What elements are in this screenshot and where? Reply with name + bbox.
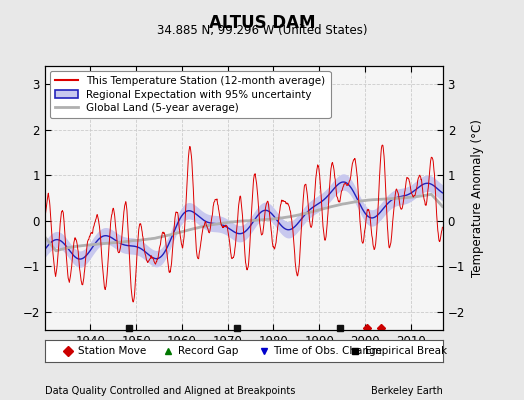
Text: ALTUS DAM: ALTUS DAM: [209, 14, 315, 32]
Text: Empirical Break: Empirical Break: [365, 346, 447, 356]
Text: Data Quality Controlled and Aligned at Breakpoints: Data Quality Controlled and Aligned at B…: [45, 386, 295, 396]
Text: Station Move: Station Move: [79, 346, 147, 356]
Text: Time of Obs. Change: Time of Obs. Change: [274, 346, 383, 356]
Text: Record Gap: Record Gap: [178, 346, 238, 356]
Legend: This Temperature Station (12-month average), Regional Expectation with 95% uncer: This Temperature Station (12-month avera…: [50, 71, 331, 118]
Text: 34.885 N, 99.296 W (United States): 34.885 N, 99.296 W (United States): [157, 24, 367, 37]
Y-axis label: Temperature Anomaly (°C): Temperature Anomaly (°C): [471, 119, 484, 277]
Text: Berkeley Earth: Berkeley Earth: [371, 386, 443, 396]
